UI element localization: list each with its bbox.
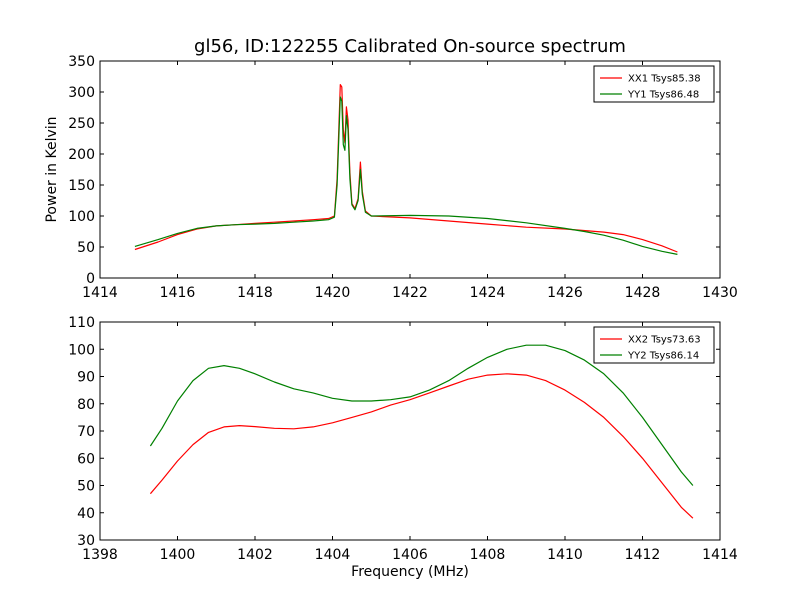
x-tick-label: 1422 [392,285,428,301]
legend-frame [593,65,715,103]
x-tick-label: 1426 [547,285,583,301]
y-tick-label: 70 [77,424,95,440]
legend-label: XX1 Tsys85.38 [628,74,701,85]
figure-title: gl56, ID:122255 Calibrated On-source spe… [194,36,626,57]
legend: XX2 Tsys73.63 YY2 Tsys86.14 [593,326,715,364]
series-line-1 [134,84,678,253]
series-line-2 [149,344,694,486]
x-tick-label: 1420 [315,285,351,301]
x-tick-label: 1414 [82,285,118,301]
y-tick-label: 50 [77,240,95,256]
y-tick-label: 100 [68,209,95,225]
x-tick-label: 1402 [237,547,273,563]
x-tick-label: 1430 [702,285,738,301]
y-tick-label: 250 [68,116,95,132]
y-tick-label: 50 [77,479,95,495]
x-tick-label: 1404 [315,547,351,563]
x-tick-label: 1400 [160,547,196,563]
x-axis-label: Frequency (MHz) [351,564,469,580]
x-tick-label: 1398 [82,547,118,563]
legend-label: YY1 Tsys86.48 [627,90,699,101]
x-tick-label: 1414 [702,547,738,563]
series-line-1 [149,373,694,519]
y-tick-label: 40 [77,506,95,522]
x-tick-label: 1418 [237,285,273,301]
legend-label: YY2 Tsys86.14 [627,351,699,362]
x-tick-label: 1416 [160,285,196,301]
y-tick-label: 90 [77,370,95,386]
legend: XX1 Tsys85.38 YY1 Tsys86.48 [593,65,715,103]
legend-label: XX2 Tsys73.63 [628,335,701,346]
y-tick-label: 150 [68,178,95,194]
y-tick-label: 200 [68,147,95,163]
x-tick-label: 1424 [470,285,506,301]
y-tick-label: 110 [68,315,95,331]
y-tick-label: 300 [68,85,95,101]
x-tick-label: 1412 [625,547,661,563]
top-panel: 1414 1416 1418 1420 1422 1424 1426 1428 1430 0 50 1… [44,54,738,301]
series-line-2 [134,96,678,255]
bottom-panel: 1398 1400 1402 1404 1406 1408 1410 1412 1414 30 40… [68,315,738,580]
y-tick-label: 100 [68,342,95,358]
x-tick-label: 1408 [470,547,506,563]
y-tick-label: 350 [68,54,95,70]
x-tick-label: 1410 [547,547,583,563]
y-tick-label: 30 [77,533,95,549]
y-axis-label: Power in Kelvin [44,116,60,222]
legend-frame [593,326,715,364]
x-tick-label: 1406 [392,547,428,563]
y-tick-label: 80 [77,397,95,413]
x-tick-label: 1428 [625,285,661,301]
y-tick-label: 0 [86,271,95,287]
y-tick-label: 60 [77,451,95,467]
